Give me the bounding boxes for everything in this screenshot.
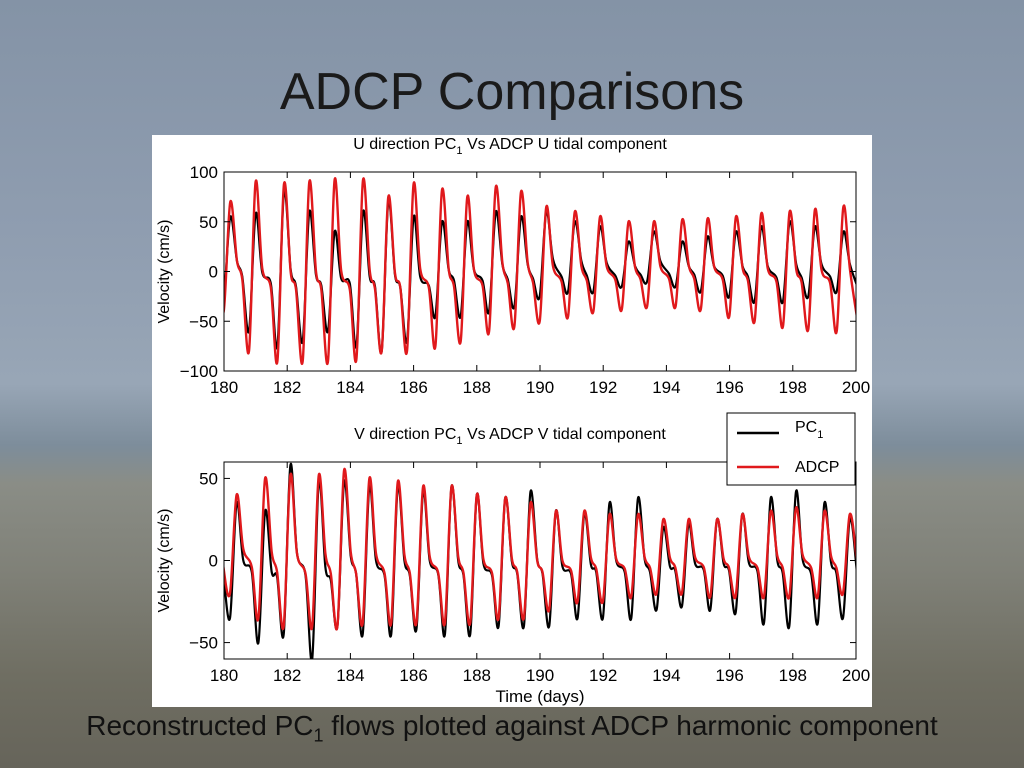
y-tick-label: 50: [199, 213, 218, 232]
legend-label-subscript: 1: [817, 429, 823, 441]
chart-1: 180 182 184 186 188 190 192 194 196 198 200 −100 −50…: [156, 136, 870, 397]
legend-box: [726, 412, 856, 486]
x-tick-label: 198: [779, 666, 807, 685]
chart-title: V direction PC1 Vs ADCP V tidal componen…: [354, 426, 666, 447]
x-tick-label: 196: [715, 666, 743, 685]
y-tick-label: 0: [209, 263, 218, 282]
series-line-adcp: [224, 177, 856, 366]
x-tick-label: 192: [589, 666, 617, 685]
x-tick-label: 180: [210, 666, 238, 685]
y-tick-label: 0: [209, 552, 218, 571]
slide-title: ADCP Comparisons: [279, 63, 745, 121]
chart-title-text: V direction PC: [354, 426, 456, 443]
x-tick-label: 190: [526, 666, 554, 685]
legend: PC1 ADCP: [726, 412, 856, 486]
x-axis-label: Time (days): [495, 687, 584, 706]
chart-title-subscript: 1: [456, 145, 462, 157]
x-tick-label: 194: [652, 378, 680, 397]
x-tick-label: 188: [463, 378, 491, 397]
chart-title-subscript: 1: [456, 435, 462, 447]
legend-label-text: ADCP: [795, 459, 839, 476]
caption-text-pre: Reconstructed PC: [86, 710, 314, 741]
caption-subscript: 1: [313, 725, 324, 746]
series-line-adcp: [224, 467, 856, 631]
y-tick-label: −50: [189, 634, 218, 653]
x-tick-label: 184: [336, 378, 364, 397]
y-tick-label: 100: [190, 163, 218, 182]
x-tick-label: 180: [210, 378, 238, 397]
caption-text-post: flows plotted against ADCP harmonic comp…: [323, 710, 938, 741]
x-tick-label: 192: [589, 378, 617, 397]
legend-label-text: PC: [795, 419, 817, 436]
x-tick-label: 184: [336, 666, 364, 685]
x-tick-label: 188: [463, 666, 491, 685]
x-tick-label: 200: [842, 666, 870, 685]
slide-caption: Reconstructed PC1 flows plotted against …: [0, 710, 1024, 747]
axes-box: [223, 171, 857, 372]
x-tick-label: 182: [273, 378, 301, 397]
x-tick-label: 198: [779, 378, 807, 397]
chart-title-text: Vs ADCP V tidal component: [463, 426, 667, 443]
y-axis-label: Velocity (cm/s): [156, 219, 173, 323]
legend-label-pc: PC1: [795, 419, 823, 441]
figure-panel: 180 182 184 186 188 190 192 194 196 198 200 −100 −50…: [152, 135, 872, 707]
y-tick-label: −50: [189, 312, 218, 331]
y-axis-label: Velocity (cm/s): [156, 508, 173, 612]
chart-svg: 180 182 184 186 188 190 192 194 196 198 200 −100 −50…: [156, 136, 870, 706]
y-tick-label: −100: [180, 362, 218, 381]
chart-title: U direction PC1 Vs ADCP U tidal componen…: [353, 136, 667, 157]
x-tick-label: 182: [273, 666, 301, 685]
x-tick-label: 200: [842, 378, 870, 397]
series-group: [224, 177, 856, 366]
x-tick-label: 194: [652, 666, 680, 685]
legend-label-adcp: ADCP: [795, 459, 839, 476]
chart-title-text: Vs ADCP U tidal component: [463, 136, 668, 153]
x-tick-label: 196: [715, 378, 743, 397]
x-tick-label: 186: [399, 666, 427, 685]
y-tick-label: 50: [199, 469, 218, 488]
chart-title-text: U direction PC: [353, 136, 456, 153]
x-tick-label: 190: [526, 378, 554, 397]
series-group: [224, 462, 856, 659]
x-tick-label: 186: [399, 378, 427, 397]
chart-2: 180 182 184 186 188 190 192 194 196 198 200 −50 0 50 V…: [156, 412, 870, 706]
